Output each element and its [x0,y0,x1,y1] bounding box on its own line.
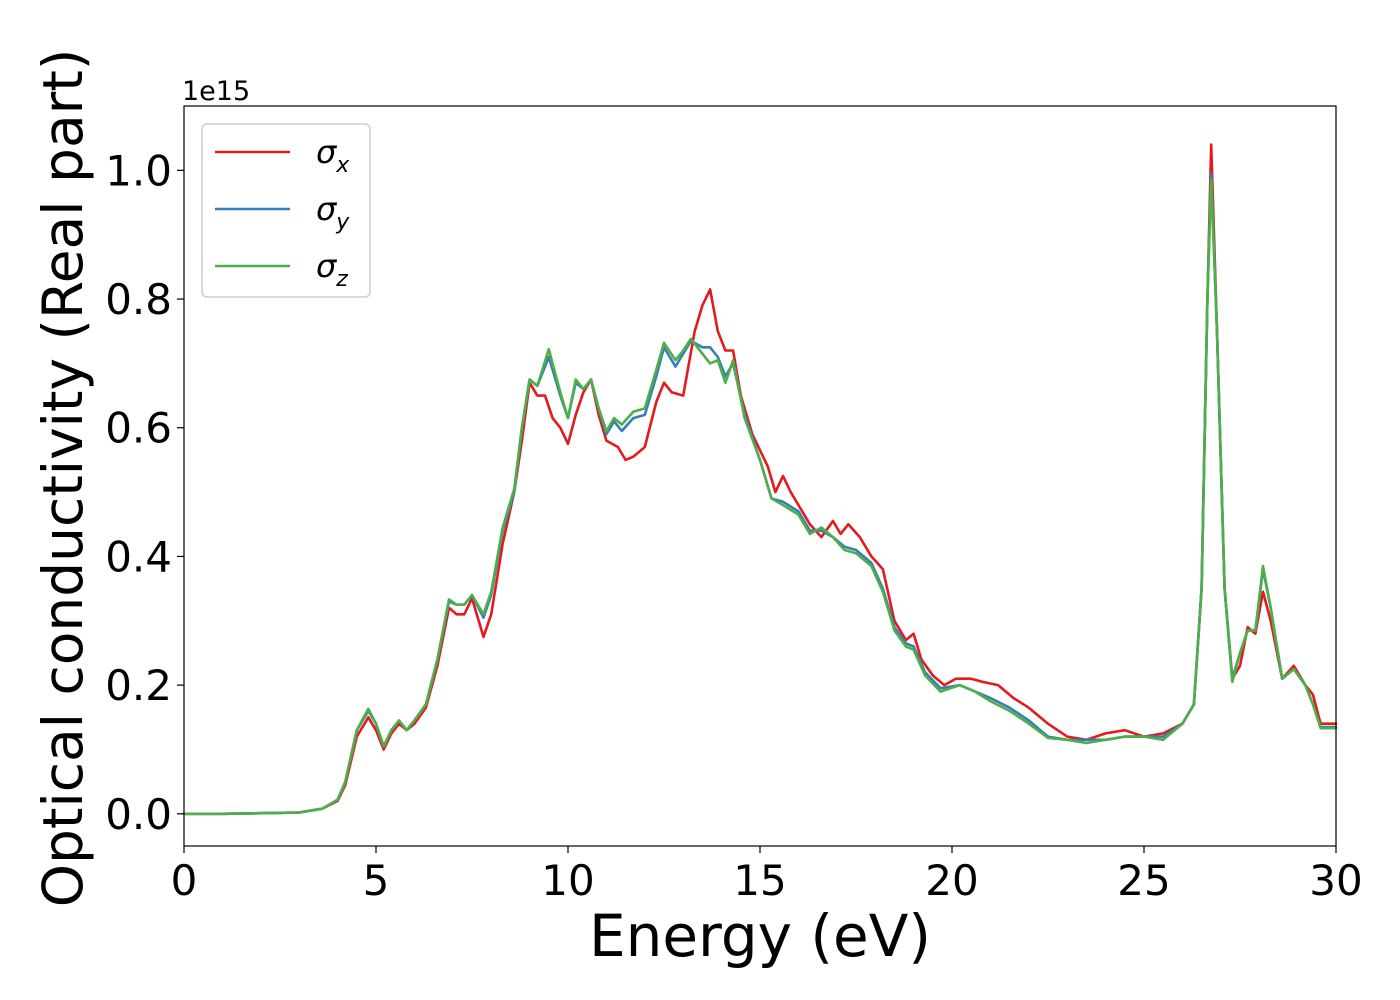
x-tick-label: 25 [1117,856,1170,905]
y-offset-label: 1e15 [182,76,250,107]
series-line-z [182,178,1338,816]
legend-frame [201,123,371,298]
y-tick-label: 1.0 [105,146,172,195]
legend-label-x: σx [316,133,350,178]
x-tick-label: 10 [541,856,594,905]
legend: σx σy σz [201,123,371,298]
y-tick-label: 0.2 [105,661,172,710]
y-tick-label: 0.4 [105,532,172,581]
legend-label-z: σz [316,247,348,292]
y-tick-label: 0.0 [105,790,172,839]
series-layer [182,143,1338,816]
y-axis-ticks: 0.0 0.2 0.4 0.6 0.8 1.0 [105,146,184,839]
x-tick-label: 0 [171,856,198,905]
legend-label-y: σy [316,190,350,235]
y-axis-label: Optical conductivity (Real part) [31,49,95,908]
x-axis-label: Energy (eV) [589,902,931,970]
x-tick-label: 15 [733,856,786,905]
x-axis-ticks: 0 5 10 15 20 25 30 [171,846,1363,905]
x-tick-label: 30 [1309,856,1362,905]
x-tick-label: 5 [363,856,390,905]
y-tick-label: 0.6 [105,404,172,453]
y-tick-label: 0.8 [105,275,172,324]
x-tick-label: 20 [925,856,978,905]
